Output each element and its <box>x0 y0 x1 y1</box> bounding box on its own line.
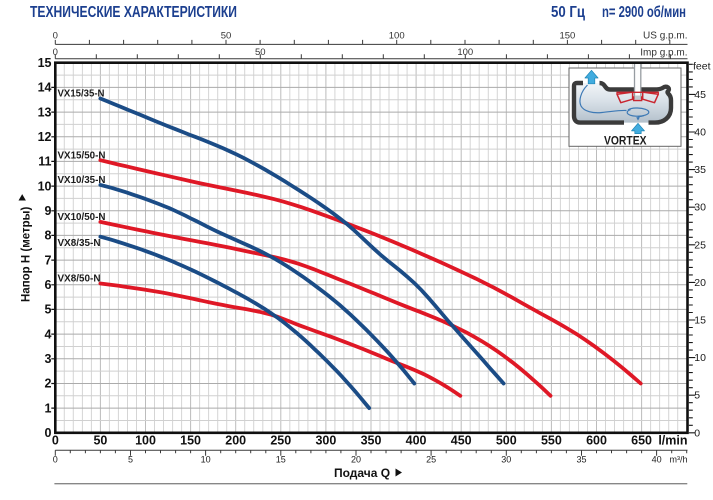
svg-text:m³/h: m³/h <box>670 455 688 465</box>
svg-text:20: 20 <box>694 277 706 289</box>
svg-text:650: 650 <box>631 434 652 448</box>
svg-text:10: 10 <box>38 179 52 193</box>
svg-text:25: 25 <box>694 239 706 251</box>
svg-text:100: 100 <box>389 31 405 42</box>
svg-text:50 Гц: 50 Гц <box>551 4 585 21</box>
svg-text:15: 15 <box>694 315 706 327</box>
svg-text:35: 35 <box>576 455 586 465</box>
svg-text:2: 2 <box>45 377 52 391</box>
svg-text:50: 50 <box>221 31 232 42</box>
svg-text:250: 250 <box>270 434 291 448</box>
svg-text:10: 10 <box>201 455 211 465</box>
svg-text:40: 40 <box>694 127 706 139</box>
svg-text:25: 25 <box>426 455 436 465</box>
svg-text:Подача Q: Подача Q <box>334 466 390 480</box>
svg-text:500: 500 <box>496 434 517 448</box>
svg-text:50: 50 <box>255 47 266 58</box>
svg-text:1: 1 <box>45 401 52 415</box>
svg-text:7: 7 <box>45 253 52 267</box>
svg-text:VX10/35-N: VX10/35-N <box>58 174 106 186</box>
svg-text:VX8/50-N: VX8/50-N <box>58 273 101 285</box>
svg-text:3: 3 <box>45 352 52 366</box>
svg-text:300: 300 <box>315 434 336 448</box>
svg-text:15: 15 <box>38 56 52 70</box>
svg-text:9: 9 <box>45 204 52 218</box>
svg-text:200: 200 <box>225 434 246 448</box>
svg-text:Напор H (метры): Напор H (метры) <box>21 207 33 302</box>
svg-text:50: 50 <box>93 434 107 448</box>
svg-text:6: 6 <box>45 278 52 292</box>
svg-text:Imp g.p.m.: Imp g.p.m. <box>640 48 687 59</box>
svg-text:13: 13 <box>38 105 52 119</box>
svg-text:VX8/35-N: VX8/35-N <box>58 237 101 249</box>
svg-text:n= 2900 об/мин: n= 2900 об/мин <box>602 4 686 21</box>
svg-text:ТЕХНИЧЕСКИЕ ХАРАКТЕРИСТИКИ: ТЕХНИЧЕСКИЕ ХАРАКТЕРИСТИКИ <box>30 4 237 21</box>
svg-text:150: 150 <box>559 31 575 42</box>
svg-text:450: 450 <box>451 434 472 448</box>
svg-text:0: 0 <box>53 47 58 58</box>
svg-text:0: 0 <box>52 434 59 448</box>
svg-text:30: 30 <box>501 455 511 465</box>
svg-text:35: 35 <box>694 164 706 176</box>
svg-text:550: 550 <box>541 434 562 448</box>
svg-text:VX15/50-N: VX15/50-N <box>58 149 106 161</box>
svg-text:600: 600 <box>586 434 607 448</box>
svg-text:0: 0 <box>694 427 700 439</box>
svg-text:14: 14 <box>38 81 52 95</box>
svg-text:40: 40 <box>652 455 662 465</box>
svg-text:VORTEX: VORTEX <box>604 133 647 147</box>
svg-text:VX15/35-N: VX15/35-N <box>58 88 105 100</box>
svg-text:100: 100 <box>135 434 156 448</box>
svg-text:45: 45 <box>694 89 706 101</box>
svg-text:12: 12 <box>38 130 52 144</box>
svg-text:4: 4 <box>45 327 52 341</box>
svg-text:400: 400 <box>406 434 427 448</box>
svg-text:5: 5 <box>45 303 52 317</box>
svg-text:10: 10 <box>694 352 706 364</box>
svg-text:20: 20 <box>351 455 361 465</box>
svg-text:15: 15 <box>276 455 286 465</box>
svg-text:l/min: l/min <box>658 434 687 448</box>
svg-text:VX10/50-N: VX10/50-N <box>58 211 106 223</box>
svg-text:30: 30 <box>694 202 706 214</box>
svg-text:5: 5 <box>128 455 133 465</box>
svg-text:350: 350 <box>361 434 382 448</box>
svg-text:11: 11 <box>38 155 51 169</box>
svg-text:0: 0 <box>53 31 58 42</box>
svg-text:feet: feet <box>693 61 711 73</box>
svg-text:8: 8 <box>45 229 52 243</box>
svg-text:150: 150 <box>180 434 201 448</box>
svg-text:US g.p.m.: US g.p.m. <box>643 31 687 42</box>
svg-text:0: 0 <box>45 426 52 440</box>
svg-text:5: 5 <box>694 390 700 402</box>
svg-text:100: 100 <box>457 47 473 58</box>
svg-text:0: 0 <box>53 455 58 465</box>
